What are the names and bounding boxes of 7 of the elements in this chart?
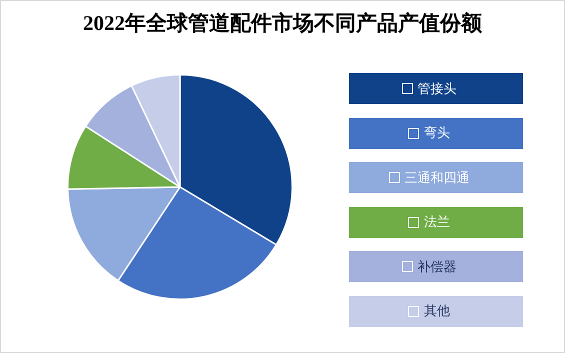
- legend-label: 管接头: [418, 80, 456, 98]
- legend-label: 补偿器: [418, 258, 456, 276]
- legend-label: 法兰: [424, 214, 450, 231]
- legend-label: 其他: [424, 303, 450, 320]
- legend-label: 弯头: [424, 125, 450, 142]
- chart-title: 2022年全球管道配件市场不同产品产值份额: [82, 10, 483, 37]
- legend-label: 三通和四通: [404, 170, 470, 186]
